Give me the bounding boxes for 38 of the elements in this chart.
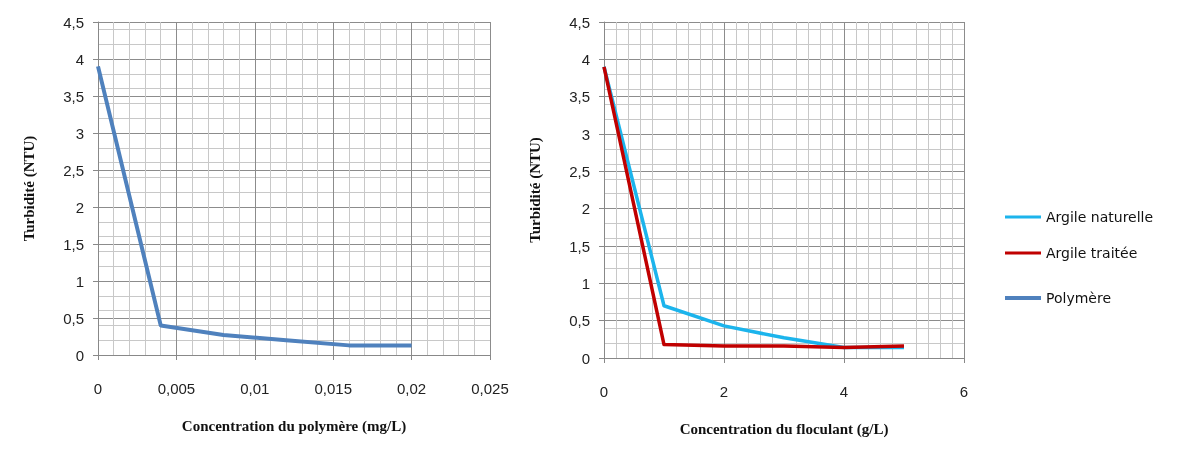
x-tick-label: 0,02 bbox=[397, 380, 427, 397]
x-tick-label: 2 bbox=[719, 383, 729, 400]
y-tick-label: 0,5 bbox=[63, 309, 84, 327]
x-tick-label: 0 bbox=[599, 383, 609, 400]
y-tick-label: 2 bbox=[581, 200, 590, 218]
y-tick-label: 2 bbox=[75, 198, 84, 216]
y-tick-label: 2,5 bbox=[63, 161, 84, 179]
y-tick-label: 3,5 bbox=[569, 88, 590, 106]
line-series bbox=[96, 64, 414, 348]
y-tick-label: 0,5 bbox=[569, 312, 590, 330]
y-tick-label: 3 bbox=[75, 124, 84, 142]
x-tick-label: 0,025 bbox=[471, 380, 509, 397]
legend-label: Argile naturelle bbox=[1046, 209, 1154, 225]
y-tick-label: 2,5 bbox=[569, 162, 590, 180]
y-tick-label: 1 bbox=[581, 274, 590, 292]
x-tick-label: 4 bbox=[839, 383, 849, 400]
x-tick-label: 0,005 bbox=[157, 380, 196, 397]
y-tick-label: 1,5 bbox=[63, 235, 84, 253]
y-tick-label: 1 bbox=[75, 272, 84, 290]
legend-label: Argile traitée bbox=[1046, 245, 1138, 261]
y-tick-label: 0 bbox=[75, 346, 84, 364]
y-tick-label: 4,5 bbox=[569, 13, 590, 31]
y-tick-label: 3 bbox=[581, 125, 590, 143]
y-tick-label: 3,5 bbox=[63, 87, 84, 105]
y-tick-label: 0 bbox=[581, 349, 590, 367]
x-axis-title: Concentration du polymère (mg/L) bbox=[181, 417, 407, 435]
y-tick-label: 4 bbox=[581, 50, 590, 68]
x-tick-label: 6 bbox=[959, 383, 969, 400]
y-axis-title: Turbidité (NTU) bbox=[20, 135, 38, 242]
x-tick-label: 0 bbox=[93, 380, 103, 397]
legend-label: Polymère bbox=[1046, 290, 1111, 306]
y-tick-label: 4 bbox=[75, 50, 84, 68]
y-tick-label: 1,5 bbox=[569, 237, 590, 255]
y-tick-label: 4,5 bbox=[63, 13, 84, 31]
x-tick-label: 0,01 bbox=[240, 380, 270, 397]
x-axis-title: Concentration du floculant (g/L) bbox=[679, 420, 889, 438]
y-axis-title: Turbidité (NTU) bbox=[526, 137, 544, 243]
x-tick-label: 0,015 bbox=[314, 380, 352, 397]
